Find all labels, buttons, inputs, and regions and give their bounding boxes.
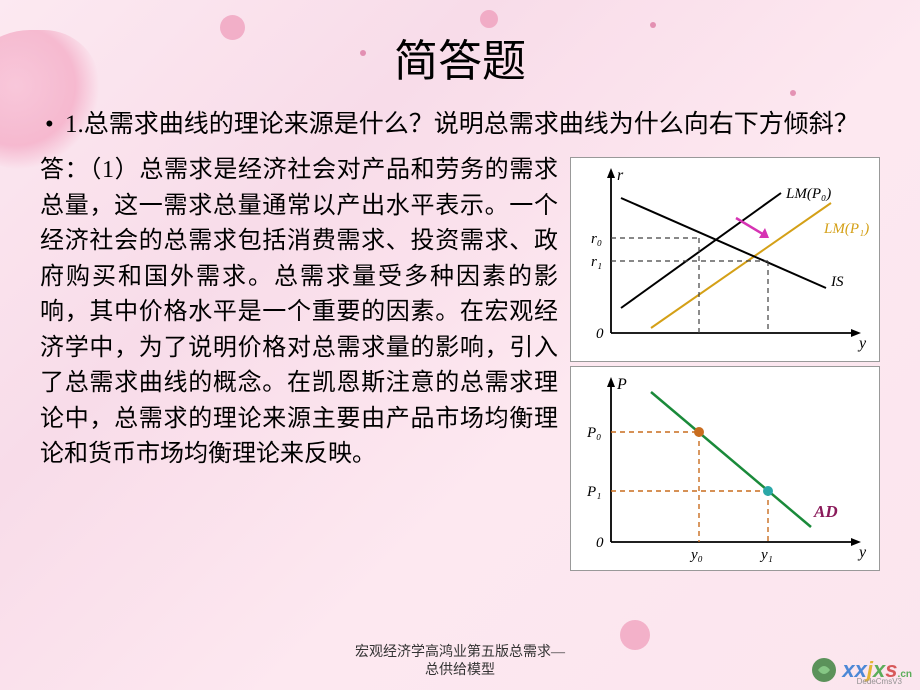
question-block: •1.总需求曲线的理论来源是什么？说明总需求曲线为什么向右下方倾斜？ <box>40 107 880 143</box>
svg-text:0: 0 <box>596 326 604 342</box>
svg-text:0: 0 <box>596 535 604 551</box>
content-row: 答：（1）总需求是经济社会对产品和劳务的需求总量，这一需求总量通常以产出水平表示… <box>40 153 880 571</box>
svg-text:y: y <box>857 544 867 561</box>
svg-text:LM(P₁): LM(P₁) <box>823 221 869 237</box>
svg-text:LM(P₀): LM(P₀) <box>785 186 831 202</box>
watermark-icon <box>810 656 838 684</box>
question-text: 1.总需求曲线的理论来源是什么？说明总需求曲线为什么向右下方倾斜？ <box>65 111 859 138</box>
svg-text:y₀: y₀ <box>689 547 703 563</box>
footer-line1: 宏观经济学高鸿业第五版总需求— <box>355 645 565 660</box>
svg-text:IS: IS <box>830 274 844 290</box>
svg-text:r₀: r₀ <box>591 231 602 247</box>
svg-text:y: y <box>857 335 867 352</box>
svg-text:y₁: y₁ <box>759 547 773 563</box>
svg-text:P₁: P₁ <box>586 484 601 500</box>
answer-text: 答：（1）总需求是经济社会对产品和劳务的需求总量，这一需求总量通常以产出水平表示… <box>40 153 558 473</box>
svg-text:AD: AD <box>813 502 838 521</box>
svg-text:P: P <box>616 376 627 393</box>
svg-text:r: r <box>617 167 624 184</box>
watermark-sub: DedeCmsV3 <box>857 677 902 686</box>
svg-text:P₀: P₀ <box>586 425 601 441</box>
bullet-icon: • <box>45 107 65 143</box>
svg-text:r₁: r₁ <box>591 254 602 270</box>
chart-ad: P y P₀ P₁ 0 y₀ y₁ AD <box>570 366 880 571</box>
slide-title: 简答题 <box>40 25 880 89</box>
slide-container: 简答题 •1.总需求曲线的理论来源是什么？说明总需求曲线为什么向右下方倾斜？ 答… <box>0 0 920 690</box>
slide-footer: 宏观经济学高鸿业第五版总需求— 总供给模型 <box>355 644 565 680</box>
charts-column: r y r₀ r₁ 0 LM(P₀) LM(P₁) IS <box>570 157 880 571</box>
footer-line2: 总供给模型 <box>425 663 495 678</box>
watermark: xxjxs.cn DedeCmsV3 <box>810 656 912 684</box>
chart-islm: r y r₀ r₁ 0 LM(P₀) LM(P₁) IS <box>570 157 880 362</box>
